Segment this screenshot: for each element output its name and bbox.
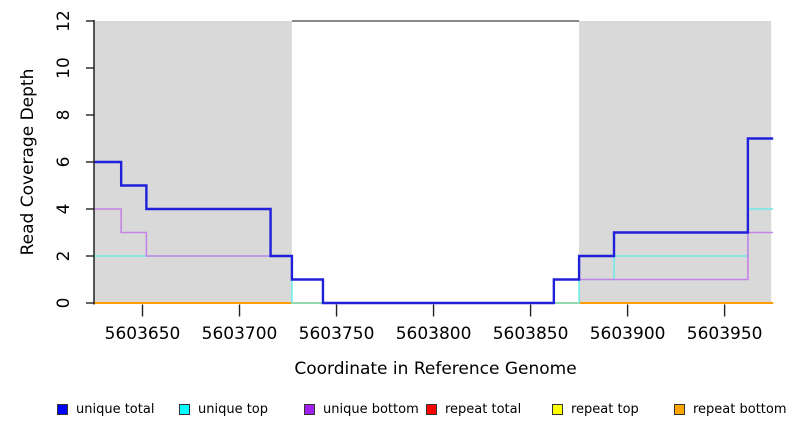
y-tick-label: 4 bbox=[54, 204, 74, 215]
shaded-region-2 bbox=[579, 21, 772, 303]
coverage-chart: 0 2 4 6 8 10 12 5603650 5603700 5603750 5603800 560… bbox=[54, 10, 774, 344]
legend-label: unique bottom bbox=[323, 402, 419, 417]
x-tick-label: 5603950 bbox=[687, 324, 763, 344]
unique-total-swatch-icon bbox=[57, 404, 68, 415]
y-tick-label: 8 bbox=[54, 110, 74, 121]
legend-item-repeat-total: repeat total bbox=[426, 402, 521, 417]
legend-item-repeat-top: repeat top bbox=[552, 402, 639, 417]
shaded-region-1 bbox=[94, 21, 292, 303]
legend-label: unique total bbox=[76, 402, 155, 417]
repeat-bottom-swatch-icon bbox=[674, 404, 685, 415]
series-unique-total-line bbox=[94, 137, 774, 305]
unique-bottom-swatch-icon bbox=[304, 404, 315, 415]
y-tick-label: 0 bbox=[54, 298, 74, 309]
repeat-top-swatch-icon bbox=[552, 404, 563, 415]
x-tick-label: 5603900 bbox=[590, 324, 666, 344]
x-tick-label: 5603800 bbox=[396, 324, 472, 344]
x-tick-label: 5603850 bbox=[493, 324, 569, 344]
x-axis-title: Coordinate in Reference Genome bbox=[294, 359, 577, 379]
legend-item-unique-bottom: unique bottom bbox=[304, 402, 419, 417]
unique-top-swatch-icon bbox=[179, 404, 190, 415]
x-tick-label: 5603750 bbox=[299, 324, 375, 344]
y-tick-label: 10 bbox=[54, 57, 74, 79]
x-tick-label: 5603650 bbox=[105, 324, 181, 344]
y-axis-title: Read Coverage Depth bbox=[18, 68, 38, 256]
y-tick-label: 2 bbox=[54, 251, 74, 262]
legend-label: unique top bbox=[198, 402, 269, 417]
repeat-total-swatch-icon bbox=[426, 404, 437, 415]
x-tick-label: 5603700 bbox=[202, 324, 278, 344]
y-tick-label: 6 bbox=[54, 157, 74, 168]
legend-item-unique-total: unique total bbox=[57, 402, 154, 417]
y-tick-label: 12 bbox=[54, 10, 74, 32]
coverage-chart-svg: 0 2 4 6 8 10 12 5603650 5603700 5603750 5603800 560… bbox=[54, 10, 774, 344]
legend-item-repeat-bottom: repeat bottom bbox=[674, 402, 787, 417]
legend-label: repeat bottom bbox=[693, 402, 787, 417]
legend-label: repeat total bbox=[445, 402, 522, 417]
legend-item-unique-top: unique top bbox=[179, 402, 268, 417]
legend-label: repeat top bbox=[571, 402, 639, 417]
